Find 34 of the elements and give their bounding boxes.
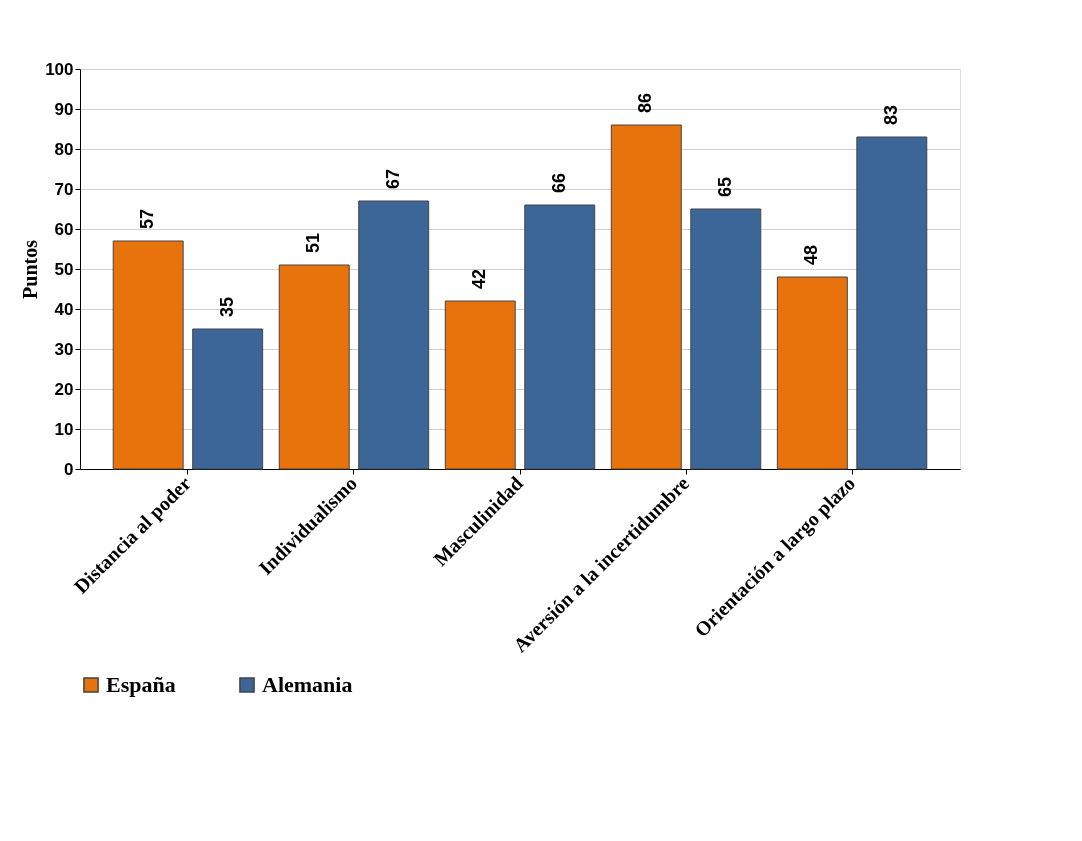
bar bbox=[610, 124, 682, 470]
bar bbox=[444, 300, 516, 470]
y-tick-label: 80 bbox=[54, 139, 74, 159]
y-tick-label: 100 bbox=[45, 59, 74, 79]
bar bbox=[776, 276, 848, 470]
y-tick-label: 30 bbox=[54, 339, 74, 359]
y-tick-label: 20 bbox=[54, 379, 74, 399]
data-label: 67 bbox=[382, 168, 403, 189]
y-tick-label: 0 bbox=[64, 459, 74, 479]
y-tick-label: 40 bbox=[54, 299, 74, 319]
bar bbox=[856, 136, 928, 470]
y-tick-label: 10 bbox=[54, 419, 74, 439]
bar bbox=[690, 208, 762, 470]
data-label: 65 bbox=[714, 176, 735, 197]
y-tick-label: 70 bbox=[54, 179, 74, 199]
data-label: 57 bbox=[137, 208, 158, 229]
bar bbox=[524, 204, 596, 470]
bar bbox=[112, 240, 184, 470]
data-label: 86 bbox=[635, 92, 656, 113]
y-tick-label: 60 bbox=[54, 219, 74, 239]
bar bbox=[358, 200, 430, 470]
bar bbox=[192, 328, 264, 470]
y-tick-label: 90 bbox=[54, 99, 74, 119]
legend-label: España bbox=[106, 672, 176, 697]
bar bbox=[278, 264, 350, 470]
y-axis-title: Puntos bbox=[19, 239, 42, 299]
y-tick-label: 50 bbox=[54, 259, 74, 279]
data-label: 83 bbox=[880, 104, 901, 125]
data-label: 51 bbox=[303, 232, 324, 253]
data-label: 35 bbox=[216, 296, 237, 317]
data-label: 42 bbox=[469, 268, 490, 289]
data-label: 66 bbox=[548, 172, 569, 193]
legend-label: Alemania bbox=[262, 672, 353, 697]
data-label: 48 bbox=[801, 244, 822, 265]
